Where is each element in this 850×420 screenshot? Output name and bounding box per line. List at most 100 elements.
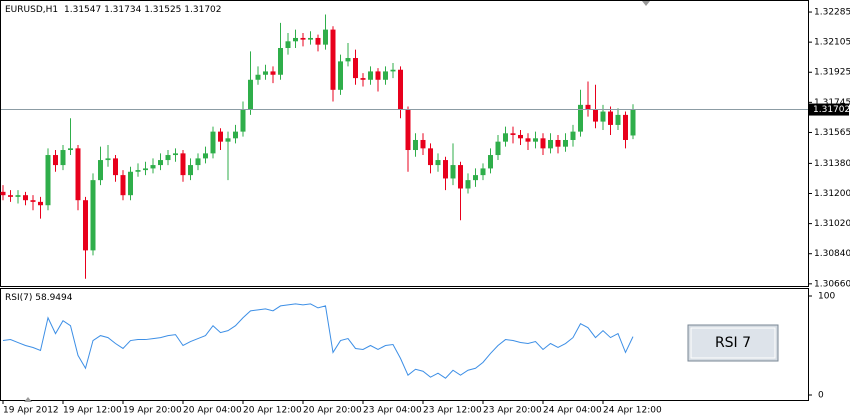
button-face[interactable]: [690, 327, 776, 359]
candle-body: [488, 155, 493, 169]
candle-body: [585, 104, 591, 110]
price-tag: [809, 103, 849, 116]
candle-body: [135, 170, 141, 172]
candle-body: [0, 191, 6, 196]
y-tick-label: 1.31925: [814, 68, 850, 78]
candle-body: [165, 155, 171, 161]
candle-body: [98, 160, 103, 181]
candle-body: [563, 139, 568, 147]
candle-body: [578, 104, 583, 132]
candle-body: [450, 165, 456, 179]
symbol: EURUSD,H1: [5, 5, 58, 15]
candle-body: [83, 200, 88, 251]
scroll-marker: [642, 1, 650, 6]
candle-body: [615, 114, 621, 125]
rsi-panel: [0, 288, 809, 401]
rsi-tick-label: 0: [818, 391, 824, 401]
candle-body: [68, 148, 73, 151]
candle-body: [300, 37, 306, 40]
candle-body: [600, 111, 606, 122]
candle-body: [128, 171, 133, 196]
candle-body: [510, 133, 516, 135]
x-tick-label: 20 Apr 12:00: [243, 406, 302, 416]
x-tick-label: 24 Apr 04:00: [543, 406, 602, 416]
candle-body: [158, 160, 163, 166]
candle-body: [45, 155, 51, 206]
x-tick-label: 24 Apr 12:00: [603, 406, 662, 416]
candle-body: [60, 150, 66, 166]
candle-body: [180, 153, 186, 176]
candle-body: [195, 158, 201, 166]
candle-body: [330, 29, 336, 90]
candle-body: [285, 41, 291, 48]
y-tick-label: 1.31200: [814, 189, 850, 199]
candle-body: [263, 71, 268, 75]
candle-body: [203, 153, 208, 159]
candle-body: [518, 134, 523, 139]
candle-body: [525, 138, 531, 142]
candle-body: [435, 160, 441, 166]
candle-body: [15, 195, 21, 197]
candle-body: [593, 109, 598, 122]
candle-body: [548, 139, 553, 149]
candle-body: [413, 139, 418, 151]
candle-body: [420, 139, 426, 149]
candle-body: [8, 195, 13, 197]
price-tag-label: 1.31702: [813, 105, 850, 115]
candle-body: [218, 131, 223, 142]
candle-body: [555, 139, 561, 147]
candle-body: [323, 29, 328, 45]
y-tick-label: 1.30840: [814, 249, 850, 259]
candle-body: [383, 71, 388, 80]
rsi-line: [2, 303, 634, 379]
candle-body: [353, 58, 358, 79]
header-open: 1.31547: [64, 5, 101, 15]
candle-body: [458, 165, 463, 189]
candle-body: [30, 200, 36, 202]
rsi-last: 58.9494: [35, 293, 72, 303]
y-tick-label: 1.31565: [814, 128, 850, 138]
candle-body: [405, 109, 411, 151]
x-tick-label: 23 Apr 12:00: [423, 406, 482, 416]
candle-body: [540, 138, 546, 149]
header-high: 1.31734: [104, 5, 141, 15]
x-tick-label: 20 Apr 20:00: [303, 406, 362, 416]
candle-body: [368, 71, 373, 80]
candle-body: [255, 74, 261, 80]
candle-body: [480, 168, 486, 176]
candle-body: [270, 71, 276, 75]
candle-body: [278, 47, 283, 75]
candle-body: [608, 111, 613, 125]
candle-body: [210, 131, 216, 154]
candle-body: [240, 109, 246, 132]
candle-body: [503, 133, 508, 142]
candle-body: [225, 138, 231, 142]
candle-body: [233, 131, 238, 139]
y-tick-label: 1.31380: [814, 159, 850, 169]
candle-body: [443, 160, 448, 179]
y-tick-label: 1.32105: [814, 38, 850, 48]
candle-body: [630, 109, 636, 136]
x-tick-label: 20 Apr 04:00: [183, 406, 242, 416]
x-tick-label: 19 Apr 2012: [3, 406, 59, 416]
chart-header: EURUSD,H1 1.31547 1.31734 1.31525 1.3170…: [5, 5, 222, 15]
candle-body: [338, 61, 343, 90]
rsi-button[interactable]: RSI 7: [687, 324, 779, 362]
candle-body: [495, 141, 501, 156]
y-tick-label: 1.31020: [814, 219, 850, 229]
candle-body: [570, 131, 576, 140]
candle-body: [360, 78, 366, 80]
y-tick-label: 1.31745: [814, 98, 850, 108]
button-label[interactable]: RSI 7: [715, 335, 751, 351]
candle-body: [533, 138, 538, 142]
x-tick-label: 19 Apr 20:00: [123, 406, 182, 416]
candle-body: [345, 58, 351, 62]
start-marker: [24, 397, 32, 402]
header-low: 1.31525: [144, 5, 181, 15]
rsi-header: RSI(7) 58.9494: [5, 293, 73, 303]
candle-body: [293, 37, 298, 42]
y-tick-label: 1.32285: [814, 8, 850, 18]
candle-body: [623, 114, 628, 140]
x-tick-label: 23 Apr 04:00: [363, 406, 422, 416]
